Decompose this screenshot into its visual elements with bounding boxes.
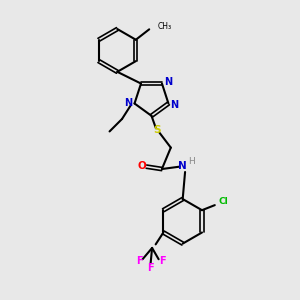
Text: O: O bbox=[138, 161, 147, 171]
Text: N: N bbox=[170, 100, 178, 110]
Text: N: N bbox=[164, 77, 172, 87]
Text: H: H bbox=[188, 157, 194, 166]
Text: CH₃: CH₃ bbox=[158, 22, 172, 32]
Text: F: F bbox=[147, 262, 154, 273]
Text: Cl: Cl bbox=[218, 197, 228, 206]
Text: N: N bbox=[124, 98, 133, 109]
Text: S: S bbox=[153, 125, 161, 135]
Text: F: F bbox=[159, 256, 166, 266]
Text: N: N bbox=[178, 161, 187, 171]
Text: F: F bbox=[136, 256, 142, 266]
